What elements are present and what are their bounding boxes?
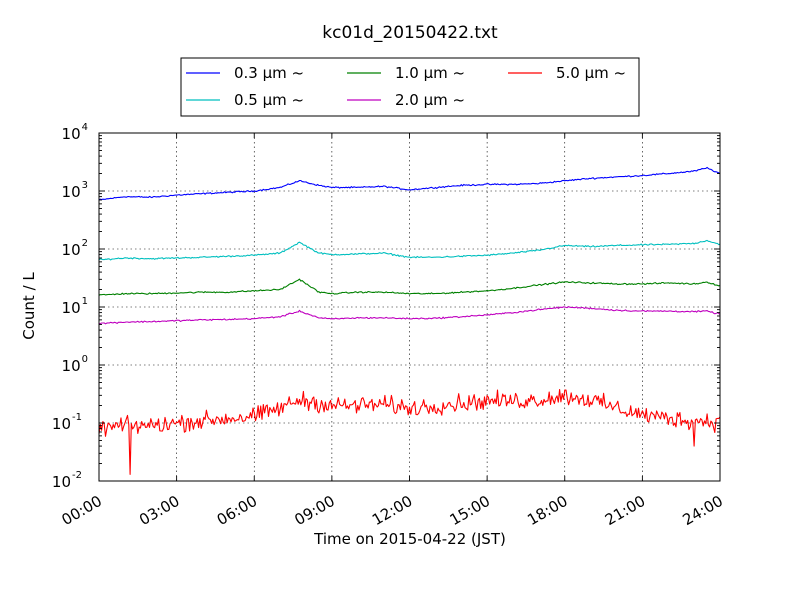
y-tick-exponent: -1 [72, 412, 82, 423]
legend-frame [180, 57, 640, 117]
x-tick-label: 12:00 [369, 492, 415, 529]
ticks [98, 132, 721, 482]
legend-label-2: 1.0 μm ~ [395, 64, 465, 82]
series-line-4 [98, 389, 721, 475]
legend-label-1: 0.5 μm ~ [234, 91, 304, 109]
x-tick-label: 18:00 [524, 492, 570, 529]
legend-label-4: 5.0 μm ~ [556, 64, 626, 82]
y-tick-exponent: 2 [82, 238, 88, 249]
y-axis-label: Count / L [20, 272, 38, 340]
y-tick-exponent: 4 [82, 122, 88, 133]
x-axis-label: Time on 2015-04-22 (JST) [313, 530, 506, 548]
x-tick-label: 24:00 [680, 492, 726, 529]
y-tick-label: 100 [62, 354, 88, 375]
legend-label-3: 2.0 μm ~ [395, 91, 465, 109]
x-tick-labels: 00:00 03:00 06:00 09:00 12:00 15:00 18:00 21:00… [59, 492, 726, 529]
grid [99, 133, 720, 481]
series-line-3 [98, 306, 721, 325]
legend: 0.3 μm ~ 0.5 μm ~ 1.0 μm ~ 2.0 μm ~ 5.0 μm ~ [180, 57, 640, 117]
x-tick-label: 15:00 [447, 492, 493, 529]
x-tick-label: 09:00 [291, 492, 337, 529]
x-tick-label: 21:00 [602, 492, 648, 529]
series-line-0 [98, 166, 721, 201]
y-tick-exponent: -2 [72, 470, 82, 481]
series-line-1 [98, 239, 721, 261]
series-group [98, 166, 721, 475]
y-tick-label: 104 [62, 122, 88, 143]
legend-label-0: 0.3 μm ~ [234, 64, 304, 82]
series-line-2 [98, 278, 721, 296]
x-tick-label: 00:00 [59, 492, 105, 529]
y-tick-exponent: 0 [82, 354, 88, 365]
x-tick-label: 03:00 [136, 492, 182, 529]
y-tick-exponent: 3 [82, 180, 88, 191]
chart-title: kc01d_20150422.txt [322, 23, 498, 43]
y-tick-label: 103 [62, 180, 88, 201]
x-tick-label: 06:00 [214, 492, 260, 529]
y-tick-label: 102 [62, 238, 88, 259]
y-tick-label: 10-1 [52, 412, 82, 433]
y-tick-label: 101 [62, 296, 88, 317]
y-tick-label: 10-2 [52, 470, 82, 491]
y-tick-exponent: 1 [82, 296, 88, 307]
